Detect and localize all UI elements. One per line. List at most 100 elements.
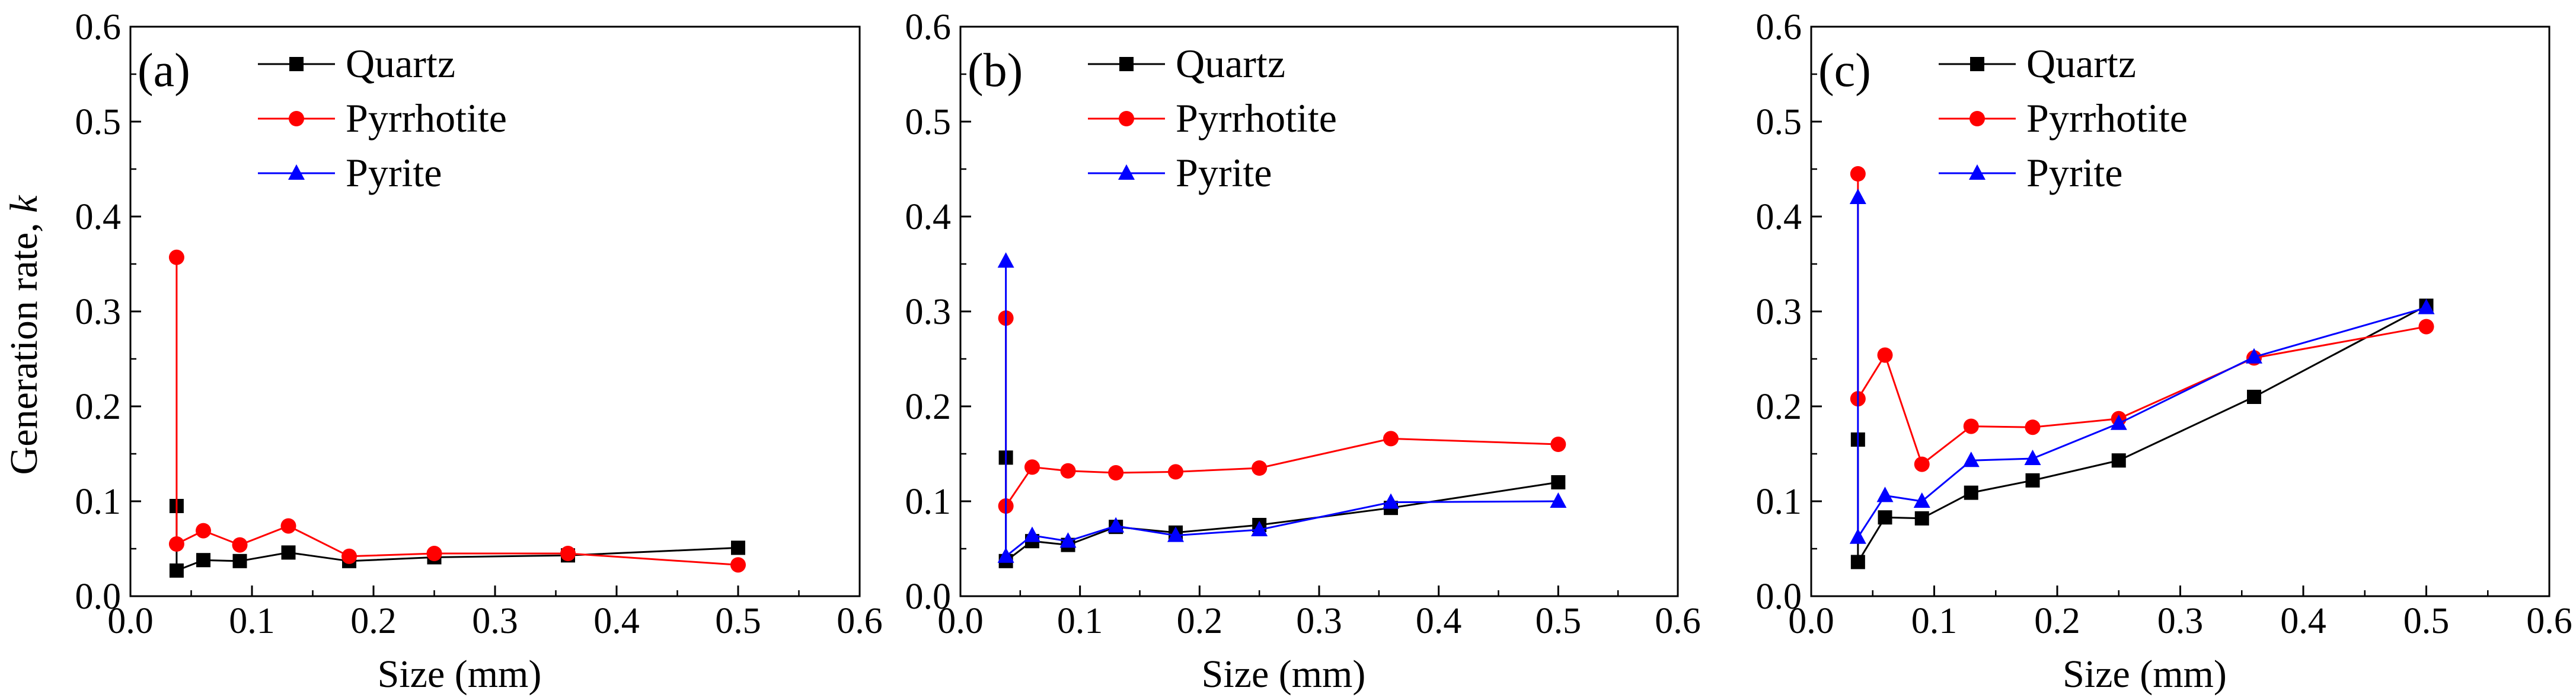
panel-1-pyrite-line [1005,261,1559,558]
panel-2-pyrrhotite-point [1877,347,1893,363]
panel-1-x-axis-title: Size (mm) [1202,653,1366,696]
panel-2-pyrite-point [1962,451,1980,467]
panel-0-pyrrhotite-point [196,523,211,539]
panel-2-x-axis-title: Size (mm) [2063,653,2227,696]
panel-1-pyrrhotite-line [1005,318,1559,509]
panel-2-legend-pyrrhotite-label: Pyrrhotite [2026,96,2188,141]
panel-1-legend-quartz-label: Quartz [1176,41,1285,86]
panel-0-y-axis-title-symbol: k [2,195,46,213]
panel-2-quartz-point [2111,453,2126,468]
panel-0-y-tick-label: 0.1 [75,482,122,522]
panel-1-pyrite-point [1251,521,1268,536]
panel-2-y-tick-label: 0.0 [1756,577,1802,617]
panel-0-y-tick-label: 0.4 [75,197,122,237]
panel-2-pyrite-point [2418,298,2435,314]
panel-1-legend-quartz-marker [1119,57,1134,71]
panel-2-x-tick-label: 0.2 [2034,601,2080,641]
panel-1-y-tick-label: 0.4 [905,197,952,237]
panel-1-y-tick-label: 0.5 [905,102,952,142]
panel-1-pyrrhotite-point [1108,465,1124,481]
panel-0-y-tick-label: 0.5 [75,102,122,142]
panel-0-y-tick-label: 0.3 [75,292,122,332]
panel-0-quartz-point [281,545,296,560]
panel-0-x-tick-label: 0.0 [107,601,154,641]
panel-2-pyrite-point [2024,450,2041,465]
panel-2-quartz-point [2247,390,2261,404]
panel-0-legend-quartz-label: Quartz [346,41,455,86]
panel-0-pyrrhotite-point [168,536,184,552]
panel-2-y-tick-label: 0.5 [1756,102,1802,142]
panel-2-x-tick-label: 0.6 [2526,601,2572,641]
panel-1-legend-pyrrhotite-label: Pyrrhotite [1176,96,1337,141]
panel-0-y-axis-title-text: Generation rate, [2,213,46,475]
panel-2-pyrite-point [2246,348,2262,364]
panel-0-pyrrhotite-point [730,557,746,573]
panel-0-pyrrhotite-line [175,257,739,566]
panel-2-legend-pyrrhotite-marker [1969,111,1985,126]
panel-2-pyrite-point [1876,486,1894,502]
panel-1-x-tick-label: 0.2 [1177,601,1223,641]
panel-2-pyrrhotite-point [2418,319,2434,335]
panel-0-x-axis-title: Size (mm) [378,653,542,696]
panel-2-pyrrhotite-point [1963,418,1979,434]
panel-1-pyrite-point [1550,492,1567,508]
panel-0-panel-label: (a) [138,44,190,97]
panel-1-y-tick-label: 0.2 [905,387,952,427]
panel-1-pyrite-point [997,547,1014,563]
panel-2-panel-label: (c) [1818,44,1871,97]
chart-panel-c: 0.0 0.1 0.2 0.3 0.4 0.5 0.6 0.0 0.1 0.2 0.3 0.4 0.5 0… [1756,7,2572,696]
panel-0-y-tick-label: 0.0 [75,577,122,617]
panel-2-y-tick-label: 0.4 [1756,197,1802,237]
panel-0-quartz-point [169,563,184,578]
panel-1-x-tick-label: 0.5 [1536,601,1582,641]
panel-1-pyrite-point [1107,517,1125,533]
panel-2-pyrrhotite-point [1914,456,1930,472]
panel-0-x-tick-label: 0.2 [350,601,397,641]
panel-2-legend-pyrite-marker [1969,164,1986,180]
panel-2-quartz-point [2025,473,2040,488]
panel-2-legend-pyrite-label: Pyrite [2026,150,2122,195]
panel-0-y-axis-title: Generation rate, k [2,195,46,475]
panel-2-quartz-point [1850,555,1865,569]
chart-panel-a: 0.0 0.1 0.2 0.3 0.4 0.5 0.6 0.0 0.1 0.2 0.3 0.4 0.5 0… [2,7,883,696]
panel-1-x-tick-label: 0.1 [1057,601,1103,641]
panel-0-x-tick-label: 0.1 [229,601,275,641]
panel-1-x-tick-label: 0.6 [1655,601,1701,641]
panel-2-pyrite-point [1913,492,1930,508]
panel-0-x-tick-label: 0.6 [837,601,883,641]
panel-2-legend-quartz-marker [1970,57,1984,71]
panel-0-x-tick-label: 0.5 [715,601,761,641]
panel-0-legend-quartz-marker [289,57,304,71]
panel-1-pyrite-point [997,252,1014,268]
panel-0-legend-pyrite-marker [288,164,305,180]
panel-0-x-tick-label: 0.4 [593,601,640,641]
panel-2-x-tick-label: 0.5 [2403,601,2450,641]
panel-2-y-tick-label: 0.2 [1756,387,1802,427]
panel-0-pyrrhotite-point [232,537,248,553]
panel-1-y-tick-label: 0.1 [905,482,952,522]
panel-1-pyrite-point [1024,526,1040,542]
panel-1-y-tick-label: 0.3 [905,292,952,332]
panel-2-y-tick-label: 0.3 [1756,292,1802,332]
panel-2-pyrite-line [1857,198,2427,540]
panel-1-pyrrhotite-point [1383,431,1399,447]
panel-0-y-tick-label: 0.2 [75,387,122,427]
panel-1-pyrite-point [1167,526,1184,542]
panel-0-pyrrhotite-point [560,546,576,561]
panel-2-x-tick-label: 0.1 [1911,601,1958,641]
panel-1-y-tick-label: 0.0 [905,577,952,617]
panel-2-pyrrhotite-point [1850,166,1866,182]
panel-2-pyrite-point [2110,414,2127,430]
panel-1-x-tick-label: 0.4 [1416,601,1462,641]
panel-2-quartz-point [1878,510,1892,525]
panel-1-pyrrhotite-point [1550,437,1566,452]
panel-2-quartz-point [1964,485,1978,500]
panel-0-quartz-point [196,553,210,568]
panel-1-x-tick-label: 0.3 [1296,601,1342,641]
panel-1-legend-pyrite-marker [1118,164,1135,180]
panel-0-pyrrhotite-point [341,548,357,564]
panel-2-pyrite-point [1849,189,1866,204]
panel-1-pyrrhotite-point [1252,460,1268,476]
panel-0-x-tick-label: 0.3 [472,601,518,641]
